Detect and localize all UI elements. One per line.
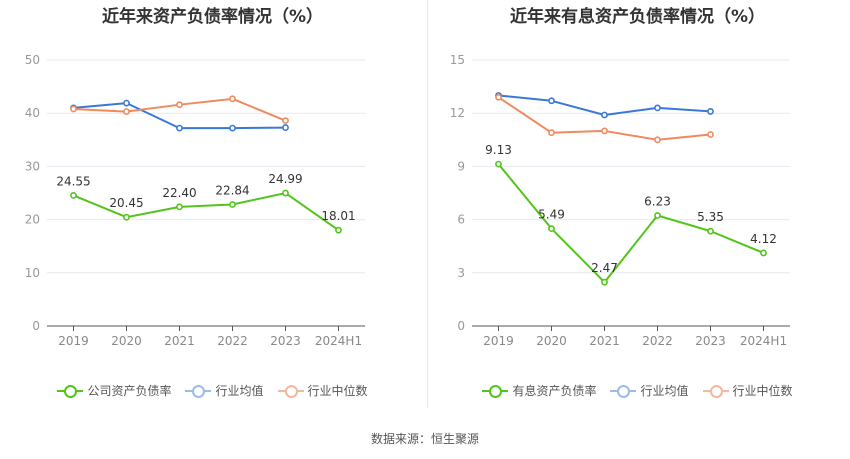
y-tick-label: 0 [457, 319, 465, 333]
data-point [176, 101, 183, 109]
chart-title: 近年来资产负债率情况（%） [101, 7, 324, 27]
data-point [548, 129, 555, 137]
data-point [282, 117, 289, 125]
chart-panel-debt-ratio: 近年来资产负债率情况（%） 0 10 20 30 40 50 2019 2020 2021 202… [0, 0, 425, 420]
data-point [495, 160, 502, 168]
data-point [654, 104, 661, 112]
x-tick-label: 2019 [483, 334, 514, 348]
data-point [70, 105, 77, 113]
legend-line-icon [610, 384, 637, 398]
x-tick-label: 2022 [217, 334, 248, 348]
line-chart-interest-bearing-debt-ratio: 0 3 6 9 12 15 2019 2020 2021 2022 2023 2024H1 9.13 5.… [450, 53, 790, 348]
x-tick-label: 2022 [642, 334, 673, 348]
data-source-note: 数据来源：恒生聚源 [370, 432, 479, 446]
legend-label: 行业均值 [215, 384, 264, 398]
legend-item-industry-average[interactable]: 行业均值 [185, 382, 264, 399]
series-line [73, 192, 340, 232]
data-point [548, 225, 555, 233]
chart-legend: 有息资产负债率 行业均值 行业中位数 [425, 382, 850, 399]
data-point [707, 227, 714, 235]
data-point [123, 99, 130, 107]
data-label: 5.49 [538, 208, 565, 222]
y-tick-label: 6 [457, 213, 465, 227]
y-tick-label: 9 [457, 159, 465, 173]
legend-label: 有息资产负债率 [512, 384, 597, 398]
legend-line-icon [277, 384, 304, 398]
legend-item-industry-median[interactable]: 行业中位数 [702, 382, 793, 399]
data-point [601, 127, 608, 135]
data-point [707, 131, 714, 138]
legend-label: 行业中位数 [732, 384, 793, 398]
x-tick-label: 2024H1 [315, 334, 362, 348]
data-label: 9.13 [485, 143, 512, 157]
legend-item-industry-average[interactable]: 行业均值 [610, 382, 689, 399]
data-point [760, 249, 767, 257]
x-tick-label: 2019 [58, 334, 89, 348]
x-tick-label: 2021 [164, 334, 195, 348]
x-tick-label: 2021 [589, 334, 620, 348]
legend-line-icon [702, 384, 729, 398]
y-tick-label: 20 [25, 213, 40, 227]
data-point [229, 124, 236, 132]
data-point [282, 189, 289, 197]
data-point [495, 93, 502, 101]
data-point [123, 108, 130, 116]
data-label: 22.40 [162, 186, 196, 200]
legend-line-icon [185, 384, 212, 398]
x-tick-label: 2023 [270, 334, 301, 348]
legend-item-company[interactable]: 公司资产负债率 [57, 382, 171, 399]
data-point [282, 124, 289, 131]
legend-item-company[interactable]: 有息资产负债率 [482, 382, 596, 399]
data-label: 2.47 [591, 261, 618, 275]
x-tick-label: 2024H1 [740, 334, 787, 348]
chart-legend: 公司资产负债率 行业均值 行业中位数 [0, 382, 425, 399]
data-label: 5.35 [697, 210, 724, 224]
data-label: 24.55 [56, 174, 90, 188]
legend-line-icon [482, 384, 509, 398]
legend-label: 行业均值 [640, 384, 689, 398]
data-point [70, 191, 77, 199]
panel-divider [427, 0, 428, 408]
data-label: 22.84 [215, 183, 249, 197]
data-point [176, 203, 183, 211]
data-point [123, 213, 130, 221]
y-tick-label: 12 [450, 106, 465, 120]
data-label: 18.01 [321, 209, 355, 223]
x-tick-label: 2020 [536, 334, 567, 348]
legend-label: 行业中位数 [307, 384, 368, 398]
x-tick-label: 2020 [111, 334, 142, 348]
data-point [229, 95, 236, 103]
data-label: 4.12 [750, 232, 777, 246]
data-point [601, 111, 608, 119]
series-line [497, 163, 764, 284]
legend-item-industry-median[interactable]: 行业中位数 [277, 382, 368, 399]
data-point [548, 97, 555, 105]
x-tick-label: 2023 [695, 334, 726, 348]
y-tick-label: 50 [25, 53, 40, 67]
legend-label: 公司资产负债率 [87, 384, 172, 398]
data-point [229, 201, 236, 208]
data-label: 6.23 [644, 195, 671, 209]
line-chart-debt-ratio: 0 10 20 30 40 50 2019 2020 2021 2022 2023 2024H1 24.… [25, 53, 365, 348]
data-point [601, 278, 608, 286]
data-point [707, 108, 714, 115]
data-point [654, 136, 661, 144]
y-tick-label: 0 [32, 319, 40, 333]
y-tick-label: 10 [25, 266, 40, 280]
data-point [176, 124, 183, 132]
data-point [335, 226, 342, 234]
legend-line-icon [57, 384, 84, 398]
data-label: 24.99 [268, 172, 302, 186]
data-label: 20.45 [109, 196, 143, 210]
y-tick-label: 15 [450, 53, 465, 67]
chart-panel-interest-bearing-debt-ratio: 近年来有息资产负债率情况（%） 0 3 6 9 12 15 2019 2020 2021 2022… [425, 0, 850, 420]
y-tick-label: 3 [457, 266, 465, 280]
y-tick-label: 40 [25, 106, 40, 120]
y-tick-label: 30 [25, 159, 40, 173]
data-point [654, 212, 661, 219]
chart-title: 近年来有息资产负债率情况（%） [509, 7, 766, 27]
